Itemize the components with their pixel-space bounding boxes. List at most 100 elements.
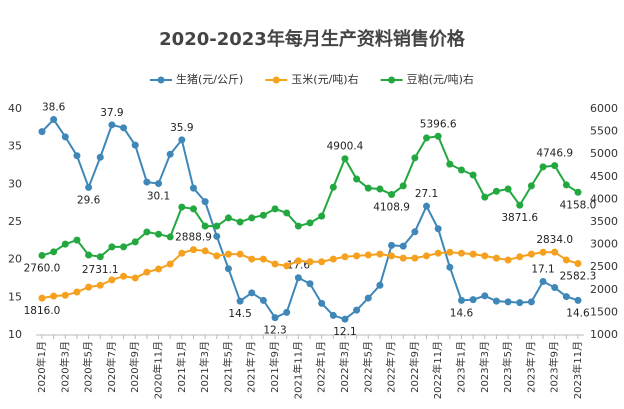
data-point: [364, 184, 372, 192]
chart-title: 2020-2023年每月生产资料销售价格: [159, 28, 466, 50]
data-label: 2760.0: [24, 262, 61, 274]
data-point: [236, 250, 244, 258]
data-point: [166, 233, 174, 241]
data-point: [283, 262, 291, 270]
data-point: [120, 243, 128, 251]
data-point: [120, 124, 128, 132]
data-point: [411, 254, 419, 262]
data-point: [143, 228, 151, 236]
data-point: [61, 291, 69, 299]
data-point: [178, 136, 186, 144]
data-point: [318, 258, 326, 266]
data-point: [50, 248, 58, 256]
data-label: 12.3: [263, 325, 286, 337]
data-point: [248, 255, 256, 263]
data-point: [469, 250, 477, 258]
data-point: [131, 274, 139, 282]
data-point: [551, 162, 559, 170]
data-point: [516, 201, 524, 209]
data-label: 14.5: [228, 308, 251, 320]
data-point: [85, 283, 93, 291]
data-point: [131, 141, 139, 149]
y-tick-label: 30: [8, 177, 22, 190]
data-point: [574, 296, 582, 304]
data-point: [539, 278, 547, 286]
data-point: [318, 212, 326, 220]
data-point: [481, 292, 489, 300]
data-point: [224, 250, 232, 258]
data-point: [423, 134, 431, 142]
data-point: [399, 242, 407, 250]
data-point: [341, 253, 349, 261]
legend-marker: [388, 76, 396, 84]
x-tick-label: 2021年7月: [245, 341, 258, 393]
data-label: 2731.1: [82, 264, 119, 276]
data-label: 38.6: [42, 102, 66, 114]
data-point: [38, 251, 46, 259]
data-point: [527, 298, 535, 306]
data-label: 27.1: [415, 188, 438, 200]
data-point: [166, 150, 174, 158]
data-point: [539, 248, 547, 256]
data-point: [446, 160, 454, 168]
data-point: [283, 209, 291, 217]
data-point: [527, 182, 535, 190]
data-point: [492, 254, 500, 262]
y2-tick-label: 3000: [590, 238, 618, 251]
data-point: [527, 250, 535, 258]
data-label: 5396.6: [420, 118, 457, 130]
data-point: [562, 293, 570, 301]
data-point: [61, 133, 69, 141]
data-point: [189, 246, 197, 254]
data-point: [248, 289, 256, 297]
data-point: [481, 252, 489, 260]
data-point: [469, 171, 477, 179]
x-tick-label: 2022年11月: [431, 341, 444, 399]
data-point: [411, 228, 419, 236]
data-point: [155, 180, 163, 188]
data-point: [446, 248, 454, 256]
data-point: [399, 182, 407, 190]
data-point: [446, 263, 454, 271]
data-point: [353, 175, 361, 183]
x-tick-label: 2020年11月: [152, 341, 165, 399]
data-point: [306, 219, 314, 227]
data-point: [504, 185, 512, 193]
data-point: [353, 306, 361, 314]
x-tick-label: 2020年7月: [105, 341, 118, 393]
y2-tick-label: 6000: [590, 102, 618, 115]
data-point: [50, 292, 58, 300]
data-point: [213, 252, 221, 260]
data-point: [201, 198, 209, 206]
data-point: [38, 128, 46, 136]
data-point: [434, 225, 442, 233]
data-point: [388, 252, 396, 260]
y-tick-label: 35: [8, 140, 22, 153]
y2-tick-label: 2500: [590, 260, 618, 273]
data-point: [294, 222, 302, 230]
data-point: [306, 258, 314, 266]
data-point: [388, 241, 396, 249]
data-point: [574, 188, 582, 196]
data-label: 35.9: [170, 122, 193, 134]
data-point: [189, 184, 197, 192]
y-tick-label: 20: [8, 253, 22, 266]
legend-label: 豆粕(元/吨)右: [407, 72, 474, 86]
data-label: 37.9: [100, 107, 123, 119]
y2-tick-label: 3500: [590, 215, 618, 228]
data-point: [434, 132, 442, 140]
data-point: [259, 211, 267, 219]
x-tick-label: 2023年3月: [478, 341, 491, 393]
x-tick-label: 2020年3月: [58, 341, 71, 393]
data-point: [551, 284, 559, 292]
data-point: [201, 222, 209, 230]
x-tick-label: 2022年9月: [408, 341, 421, 393]
data-point: [189, 205, 197, 213]
data-point: [341, 315, 349, 323]
data-point: [492, 187, 500, 195]
data-point: [271, 205, 279, 213]
data-label: 14.6: [450, 307, 474, 319]
data-point: [574, 259, 582, 267]
y2-tick-label: 2000: [590, 283, 618, 296]
data-point: [306, 280, 314, 288]
